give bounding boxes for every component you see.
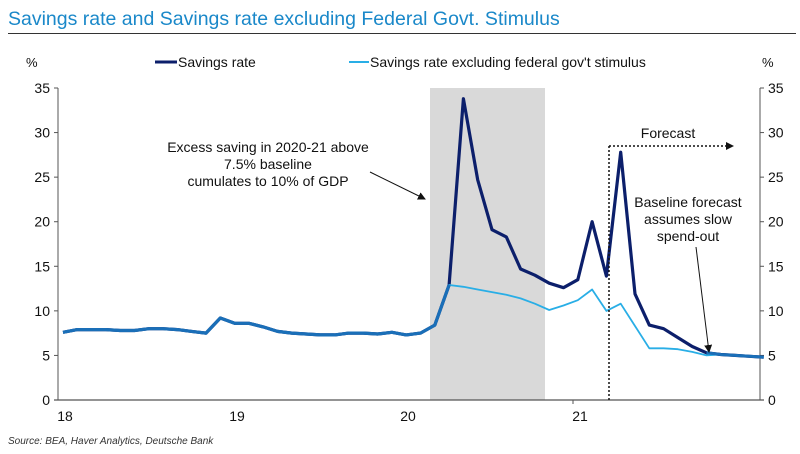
x-tick-label: 20 — [400, 408, 416, 424]
annotation-excess-saving-arrow — [369, 171, 426, 200]
left-y-tick-label: 25 — [34, 169, 50, 185]
left-y-tick-label: 30 — [34, 125, 50, 141]
legend-label-savings-rate: Savings rate — [178, 54, 256, 70]
x-tick-label: 19 — [229, 408, 245, 424]
annotation-baseline-forecast-arrow — [695, 246, 713, 353]
left-y-tick-label: 5 — [42, 347, 50, 363]
annotation-baseline-forecast: Baseline forecast — [634, 194, 742, 210]
left-y-tick-label: 35 — [34, 80, 50, 96]
right-y-tick-label: 25 — [768, 169, 784, 185]
annotation-baseline-forecast: spend-out — [657, 228, 719, 244]
x-tick-label: 21 — [572, 408, 588, 424]
left-y-unit-label: % — [26, 55, 38, 70]
left-y-tick-label: 20 — [34, 214, 50, 230]
right-y-tick-label: 0 — [768, 392, 776, 408]
series-line-overlap — [62, 284, 451, 337]
right-y-tick-label: 20 — [768, 214, 784, 230]
title-divider — [8, 33, 796, 34]
right-y-tick-label: 35 — [768, 80, 784, 96]
left-y-tick-label: 15 — [34, 258, 50, 274]
right-y-tick-label: 15 — [768, 258, 784, 274]
annotation-baseline-forecast: assumes slow — [644, 211, 733, 227]
right-y-unit-label: % — [762, 55, 774, 70]
shaded-region — [430, 88, 545, 400]
left-y-tick-label: 0 — [42, 392, 50, 408]
right-y-tick-label: 5 — [768, 347, 776, 363]
left-y-tick-label: 10 — [34, 303, 50, 319]
annotation-excess-saving: 7.5% baseline — [224, 156, 312, 172]
x-tick-label: 18 — [57, 408, 73, 424]
series-line-savings-ex-stimulus — [62, 284, 764, 359]
source-note: Source: BEA, Haver Analytics, Deutsche B… — [8, 436, 214, 447]
annotation-excess-saving: cumulates to 10% of GDP — [187, 173, 348, 189]
series-line-overlap-tail — [706, 351, 764, 359]
right-y-tick-label: 30 — [768, 125, 784, 141]
annotation-forecast: Forecast — [641, 125, 696, 141]
legend-label-savings-ex-stimulus: Savings rate excluding federal gov't sti… — [370, 54, 646, 70]
right-y-tick-label: 10 — [768, 303, 784, 319]
annotation-excess-saving: Excess saving in 2020-21 above — [167, 139, 369, 155]
chart-title: Savings rate and Savings rate excluding … — [8, 8, 560, 30]
